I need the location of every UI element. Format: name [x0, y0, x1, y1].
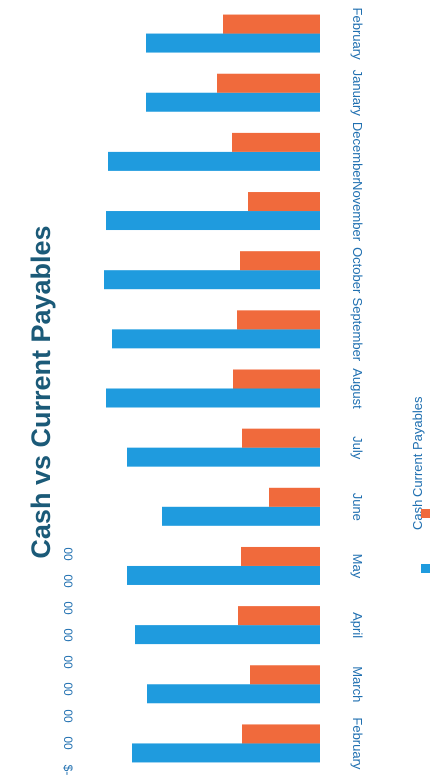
category-label-11: January	[350, 70, 365, 117]
category-label-8: October	[350, 247, 365, 294]
bar-payables-10	[232, 132, 320, 152]
category-label-12: February	[350, 8, 365, 61]
bar-payables-5	[242, 428, 320, 448]
value-tick-label-3: 00	[61, 682, 75, 696]
bar-payables-3	[241, 546, 320, 566]
bar-cash-2	[135, 625, 320, 645]
value-tick-label-5: 00	[61, 628, 75, 642]
value-tick-label-2: 00	[61, 709, 75, 723]
value-tick-label-6: 00	[61, 601, 75, 615]
value-tick-label-7: 00	[61, 574, 75, 588]
bar-cash-12	[146, 33, 320, 53]
bar-payables-11	[217, 73, 320, 93]
category-label-0: February	[350, 717, 365, 770]
category-label-7: September	[350, 298, 365, 362]
bar-cash-5	[127, 447, 320, 467]
bar-payables-8	[240, 251, 320, 271]
bar-cash-11	[146, 92, 320, 112]
category-label-10: December	[350, 122, 365, 183]
bar-cash-0	[132, 743, 320, 763]
bar-payables-0	[242, 724, 320, 744]
bar-cash-8	[104, 270, 320, 290]
category-label-2: April	[350, 612, 365, 638]
legend-swatch-current-payables	[421, 509, 430, 518]
bar-payables-9	[248, 192, 320, 212]
category-label-5: July	[350, 436, 365, 460]
category-label-6: August	[350, 368, 365, 409]
bar-payables-7	[237, 310, 320, 330]
category-label-1: March	[350, 666, 365, 702]
bar-cash-7	[112, 329, 320, 349]
value-tick-label-8: 00	[61, 547, 75, 561]
legend-swatch-cash	[421, 564, 430, 573]
value-tick-label-0: $-	[61, 765, 75, 776]
bar-cash-3	[127, 565, 320, 585]
bar-cash-6	[106, 388, 320, 408]
chart-title: Cash vs Current Payables	[26, 225, 56, 558]
bar-payables-2	[238, 606, 320, 626]
category-labels: February March April May June July August Septe…	[350, 8, 365, 770]
legend-label-current-payables: Current Payables	[410, 396, 425, 497]
legend-label-cash: Cash	[410, 500, 425, 530]
legend: Cash Current Payables	[410, 396, 430, 573]
bar-cash-1	[147, 684, 320, 704]
bar-cash-4	[162, 506, 320, 526]
bar-cash-10	[108, 151, 320, 171]
bar-payables-12	[223, 14, 320, 34]
category-label-3: May	[350, 554, 365, 579]
bar-payables-1	[250, 665, 320, 685]
value-tick-label-1: 00	[61, 736, 75, 750]
bar-cash-9	[106, 211, 320, 231]
category-label-4: June	[350, 493, 365, 521]
bar-payables-6	[233, 369, 320, 389]
value-axis-labels: $- 00 00 00 00 00 00 00 00	[61, 547, 75, 775]
bars-layer	[104, 14, 320, 763]
bar-payables-4	[269, 487, 320, 507]
category-label-9: November	[350, 181, 365, 242]
value-tick-label-4: 00	[61, 655, 75, 669]
